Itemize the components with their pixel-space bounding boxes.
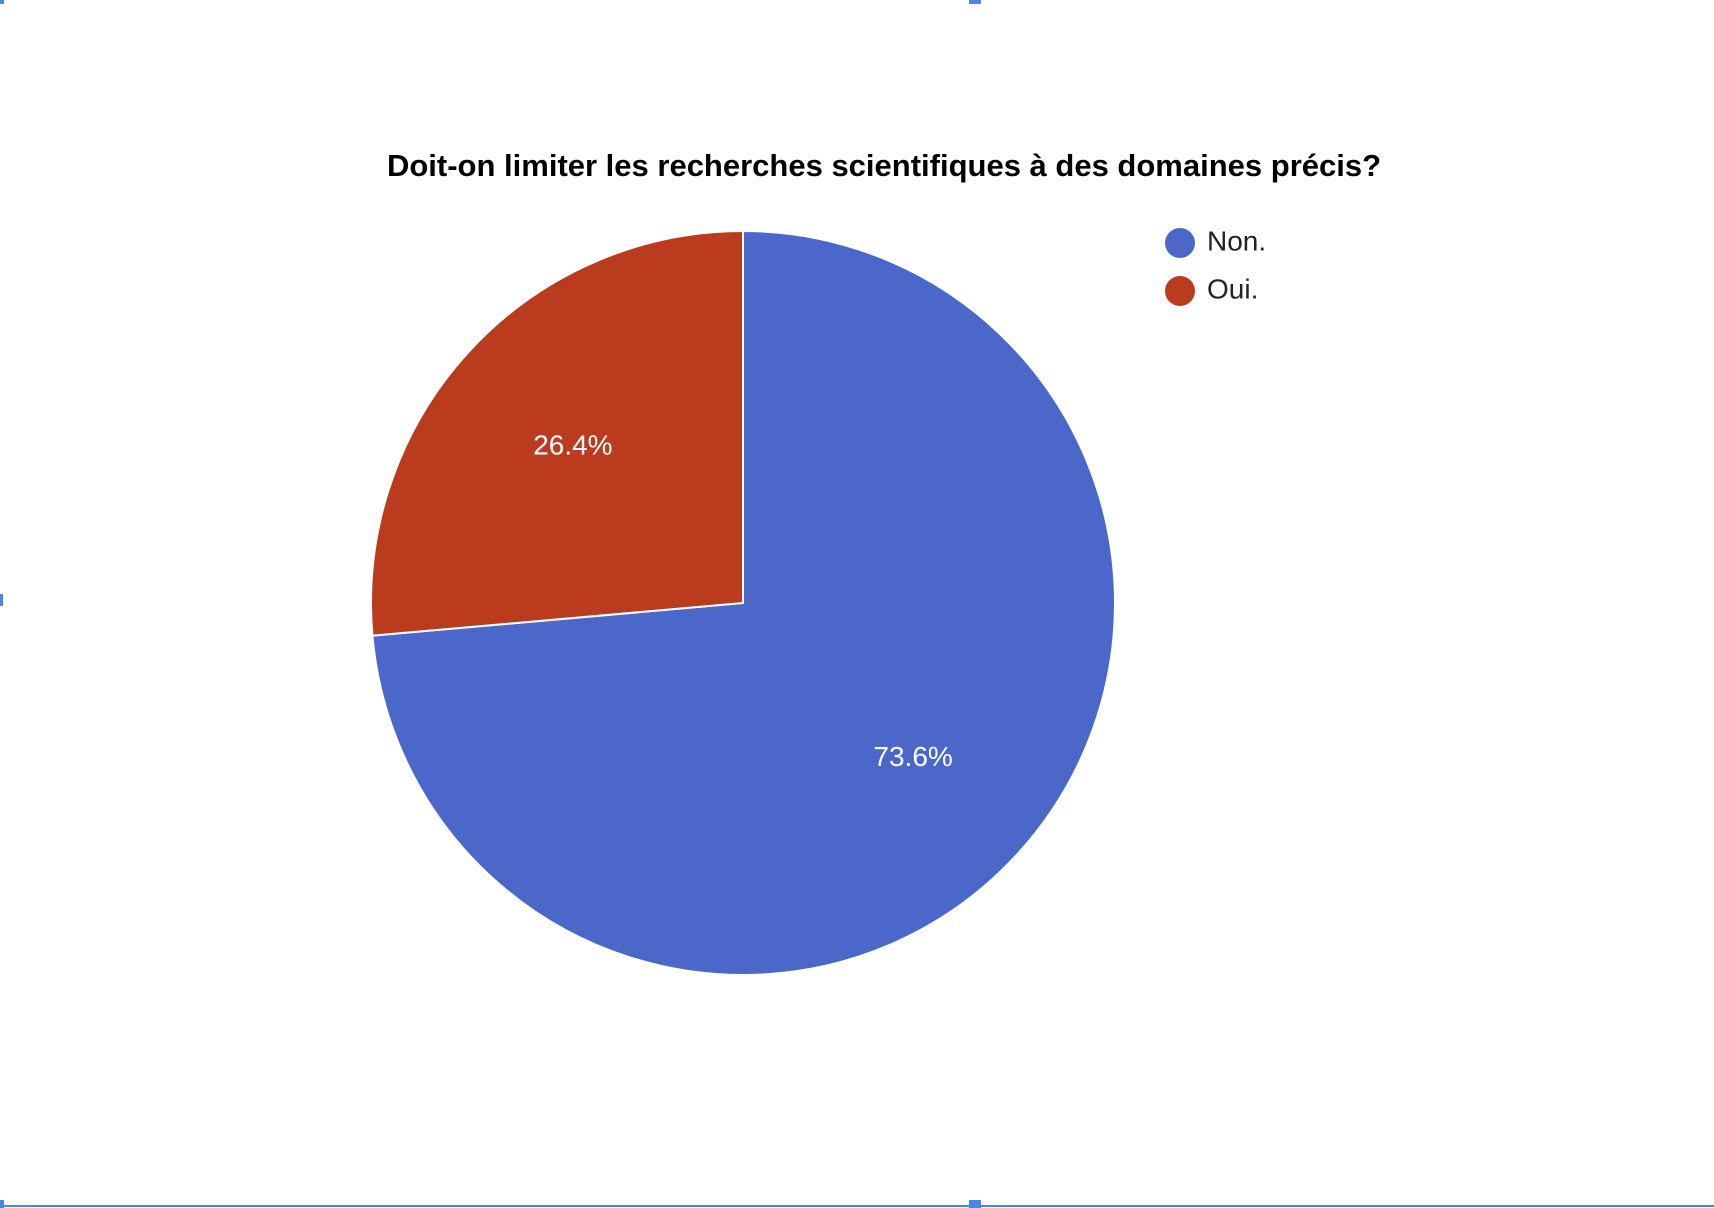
legend-label: Non. bbox=[1207, 225, 1266, 256]
legend-item[interactable]: Non. bbox=[1165, 225, 1266, 258]
legend[interactable]: Non. Oui. bbox=[1165, 225, 1266, 306]
legend-swatch bbox=[1165, 276, 1195, 306]
pie-slice-value-label: 73.6% bbox=[873, 741, 952, 772]
frame-handle-bottom[interactable] bbox=[969, 1200, 981, 1208]
legend-label: Oui. bbox=[1207, 273, 1258, 304]
pie-slice-oui[interactable] bbox=[370, 229, 744, 637]
pie-slices bbox=[370, 229, 1116, 976]
pie-slice-value-label: 26.4% bbox=[533, 430, 612, 461]
chart-title: Doit-on limiter les recherches scientifi… bbox=[387, 148, 1381, 183]
frame-handle-bottom-left[interactable] bbox=[0, 1200, 4, 1208]
legend-item[interactable]: Oui. bbox=[1165, 273, 1258, 306]
frame-handle-top[interactable] bbox=[969, 0, 981, 4]
frame-handle-left[interactable] bbox=[0, 594, 3, 606]
pie-slice-labels: 73.6% 26.4% bbox=[533, 430, 953, 773]
legend-swatch bbox=[1165, 228, 1195, 258]
frame-handle-top-left[interactable] bbox=[0, 0, 4, 4]
